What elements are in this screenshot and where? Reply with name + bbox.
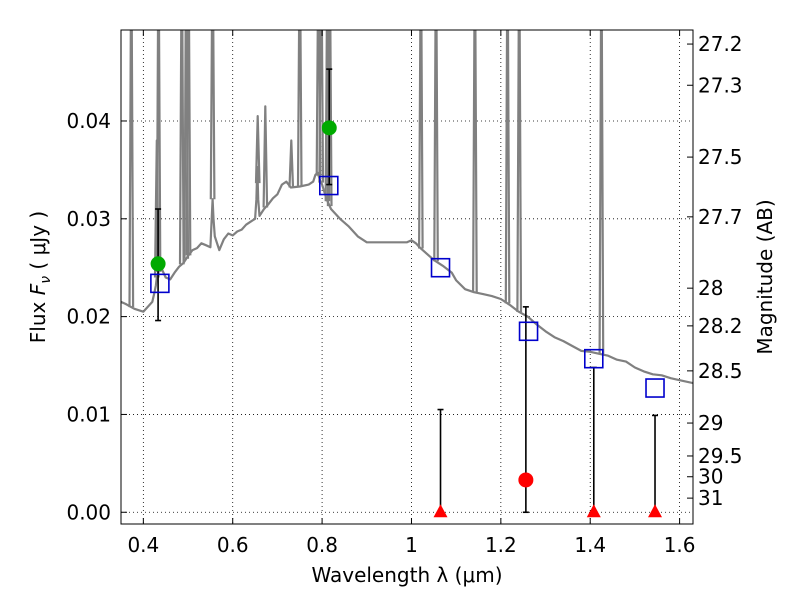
plot-frame bbox=[120, 29, 694, 525]
model-spectrum-line bbox=[121, 165, 693, 385]
upper-limit-marker bbox=[433, 504, 448, 518]
right-tick-label: 28 bbox=[698, 276, 723, 300]
y-axis-label: Flux Fν ( μJy ) bbox=[26, 211, 54, 343]
emission-line-spike bbox=[516, 30, 523, 313]
emission-line-spike bbox=[128, 30, 135, 308]
emission-line-spike bbox=[185, 30, 192, 256]
y-axis-label-subscript: ν bbox=[38, 276, 54, 284]
y-axis-label-prefix: Flux bbox=[26, 295, 50, 343]
y-tick-label: 0.04 bbox=[66, 109, 111, 133]
right-tick-label: 27.2 bbox=[698, 32, 743, 56]
emission-line-spike bbox=[254, 115, 261, 184]
right-tick-label: 28.2 bbox=[698, 314, 743, 338]
x-tick-label: 0.4 bbox=[127, 533, 159, 557]
detection-point bbox=[321, 120, 337, 136]
model-photometry-square bbox=[518, 321, 539, 342]
emission-line-spike bbox=[178, 30, 185, 265]
y-axis-label-suffix: ( μJy ) bbox=[26, 211, 50, 276]
x-tick-label: 0.6 bbox=[217, 533, 249, 557]
right-tick-label: 29 bbox=[698, 411, 723, 435]
grid-lines bbox=[121, 30, 693, 524]
y-axis-label-symbol: F bbox=[26, 283, 50, 295]
emission-line-spike bbox=[296, 30, 303, 187]
x-tick-label: 1 bbox=[405, 533, 418, 557]
detection-point bbox=[150, 256, 166, 272]
right-tick-label: 27.5 bbox=[698, 145, 743, 169]
x-tick-label: 1.6 bbox=[664, 533, 696, 557]
weak-detection-point bbox=[518, 472, 534, 488]
emission-line-spike bbox=[209, 30, 216, 200]
right-tick-label: 31 bbox=[698, 486, 723, 510]
right-tick-label: 29.5 bbox=[698, 444, 743, 468]
upper-limit-marker bbox=[586, 504, 601, 518]
right-tick-label: 30 bbox=[698, 465, 723, 489]
emission-line-spike bbox=[598, 30, 605, 355]
model-photometry-square bbox=[318, 175, 339, 196]
model-photometry-square bbox=[150, 273, 170, 294]
emission-line-spike bbox=[262, 105, 269, 208]
plot-area bbox=[121, 30, 693, 518]
model-photometry-square bbox=[583, 348, 604, 369]
y-tick-label: 0.00 bbox=[66, 500, 111, 524]
emission-line-spike bbox=[433, 30, 439, 262]
right-tick-label: 27.7 bbox=[698, 205, 743, 229]
right-axis-label: Magnitude (AB) bbox=[753, 199, 777, 354]
axis-ticks: 0.4 0.6 0.8 1 1.2 1.4 1.6 0.00 0.01 0.02 0.03 0.04 2… bbox=[66, 30, 743, 557]
emission-line-spike bbox=[155, 30, 162, 272]
emission-line-spike bbox=[318, 30, 325, 183]
emission-line-spike bbox=[418, 30, 424, 249]
x-axis-label: Wavelength λ (μm) bbox=[311, 563, 502, 587]
x-tick-label: 0.8 bbox=[306, 533, 338, 557]
x-tick-label: 1.2 bbox=[485, 533, 517, 557]
model-photometry-square bbox=[430, 257, 451, 278]
upper-limit-marker bbox=[648, 504, 663, 518]
emission-line-spike bbox=[288, 139, 295, 188]
y-tick-label: 0.01 bbox=[66, 402, 111, 426]
emission-line-spike bbox=[472, 30, 478, 293]
emission-line-spike bbox=[504, 30, 511, 304]
right-tick-label: 28.5 bbox=[698, 359, 743, 383]
right-tick-label: 27.3 bbox=[698, 73, 743, 97]
model-photometry-square bbox=[645, 378, 665, 398]
y-tick-label: 0.02 bbox=[66, 305, 111, 329]
x-tick-label: 1.4 bbox=[574, 533, 606, 557]
y-tick-label: 0.03 bbox=[66, 207, 111, 231]
